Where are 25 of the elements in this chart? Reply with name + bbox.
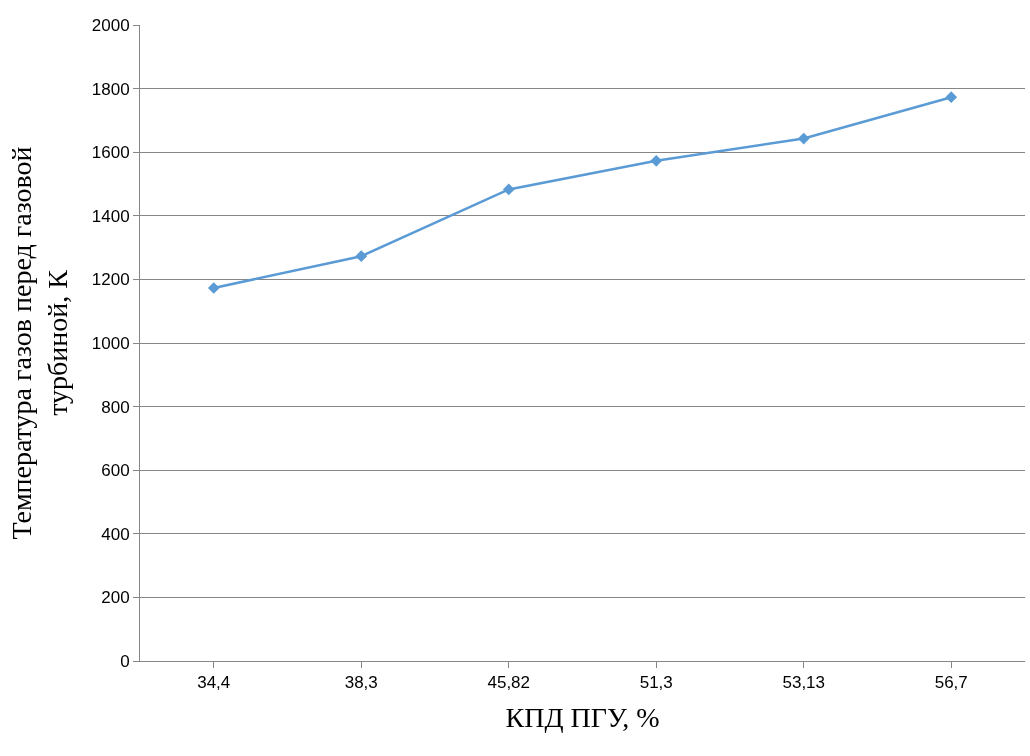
- x-tick-label: 34,4: [197, 673, 231, 693]
- x-tick-label: 53,13: [782, 673, 826, 693]
- y-tick-label: 800: [101, 397, 130, 417]
- x-axis-title: КПД ПГУ, %: [505, 701, 660, 733]
- point: [650, 154, 663, 167]
- x-tick-label: 45,82: [487, 673, 531, 693]
- point: [797, 132, 810, 145]
- x-tick-label: 56,7: [934, 673, 968, 693]
- y-tick-label: 600: [101, 461, 130, 481]
- y-tick-label: 200: [101, 588, 130, 608]
- y-tick-label: 400: [101, 524, 130, 544]
- point: [355, 250, 368, 263]
- y-tick-label: 1800: [91, 79, 130, 99]
- point: [207, 282, 220, 294]
- x-tick-label: 38,3: [344, 673, 378, 693]
- y-tick-label: 2000: [91, 15, 130, 35]
- point: [945, 91, 958, 104]
- y-tick-label: 0: [120, 651, 130, 671]
- y-tick-label: 1000: [91, 333, 130, 353]
- y-tick-label: 1200: [91, 270, 130, 290]
- y-tick-label: 1400: [91, 206, 130, 226]
- x-tick-label: 51,3: [639, 673, 673, 693]
- point: [502, 183, 515, 196]
- y-axis-title: Температура газов перед газовой турбиной, К: [6, 146, 74, 540]
- y-tick-label: 1600: [91, 143, 130, 163]
